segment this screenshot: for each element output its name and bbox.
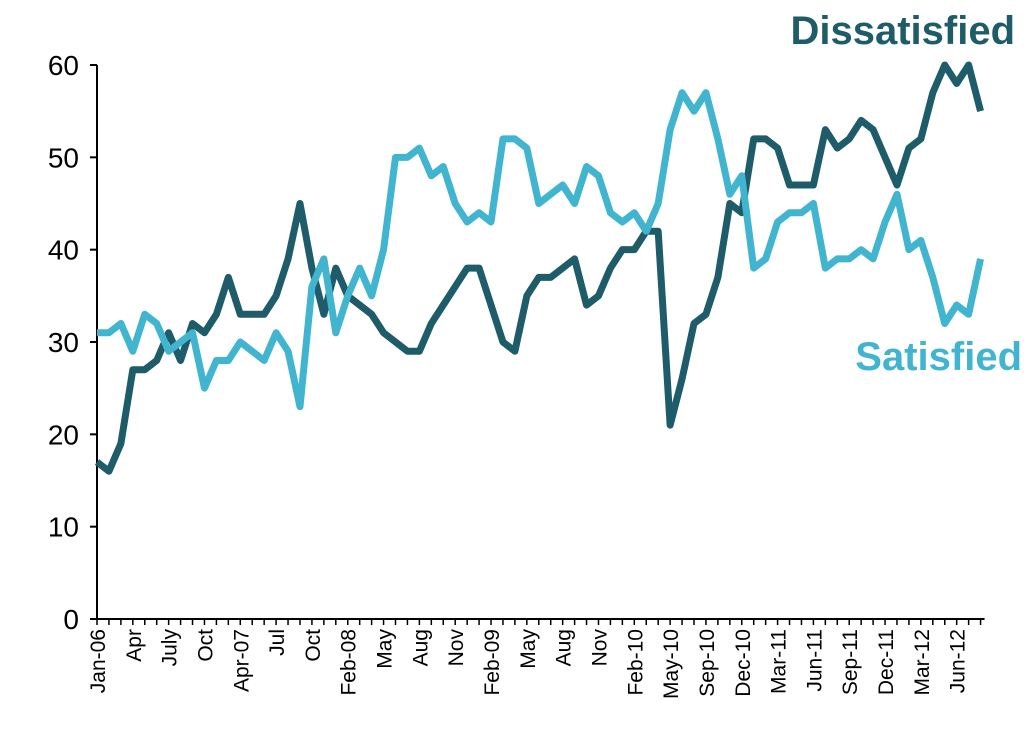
series-line <box>97 89 984 411</box>
y-tick-label: 30 <box>48 327 79 358</box>
x-tick-label: Feb-08 <box>338 629 361 696</box>
x-tick-label: Oct <box>194 629 217 662</box>
x-tick-label: Feb-09 <box>481 629 504 696</box>
x-tick-label: Nov <box>588 629 611 667</box>
x-tick-label: Feb-10 <box>624 629 647 696</box>
x-tick-label: Apr <box>123 629 146 662</box>
x-tick-label: Dec-10 <box>732 629 755 697</box>
x-tick-label: Jul <box>266 629 289 656</box>
x-tick-label: Sep-10 <box>696 629 719 697</box>
x-tick-label: Mar-11 <box>768 629 791 694</box>
x-tick-label: Dec-11 <box>875 629 898 695</box>
y-tick-label: 50 <box>48 142 79 173</box>
x-tick-label: May <box>517 629 540 669</box>
series-label: Satisfied <box>855 335 1022 379</box>
x-tick-label: Nov <box>445 629 468 667</box>
x-tick-label: Mar-12 <box>911 629 934 696</box>
y-tick-label: 60 <box>48 50 79 81</box>
y-tick-label: 20 <box>48 419 79 450</box>
x-tick-label: July <box>159 629 182 667</box>
x-tick-label: May <box>374 629 397 669</box>
x-tick-label: Sep-11 <box>839 629 862 695</box>
x-tick-label: Jun-12 <box>947 629 970 693</box>
series-line <box>94 61 984 475</box>
x-tick-label: Jan-06 <box>87 629 110 693</box>
y-tick-label: 10 <box>48 512 79 543</box>
x-tick-label: Aug <box>409 629 432 666</box>
series-label: Dissatisfied <box>790 9 1015 53</box>
y-tick-label: 0 <box>63 604 79 635</box>
x-tick-label: Oct <box>302 629 325 662</box>
y-tick-label: 40 <box>48 235 79 266</box>
x-tick-label: Jun-11 <box>803 629 826 692</box>
x-tick-label: May-10 <box>660 629 683 699</box>
x-tick-label: Apr-07 <box>230 629 253 692</box>
x-tick-label: Aug <box>553 629 576 666</box>
